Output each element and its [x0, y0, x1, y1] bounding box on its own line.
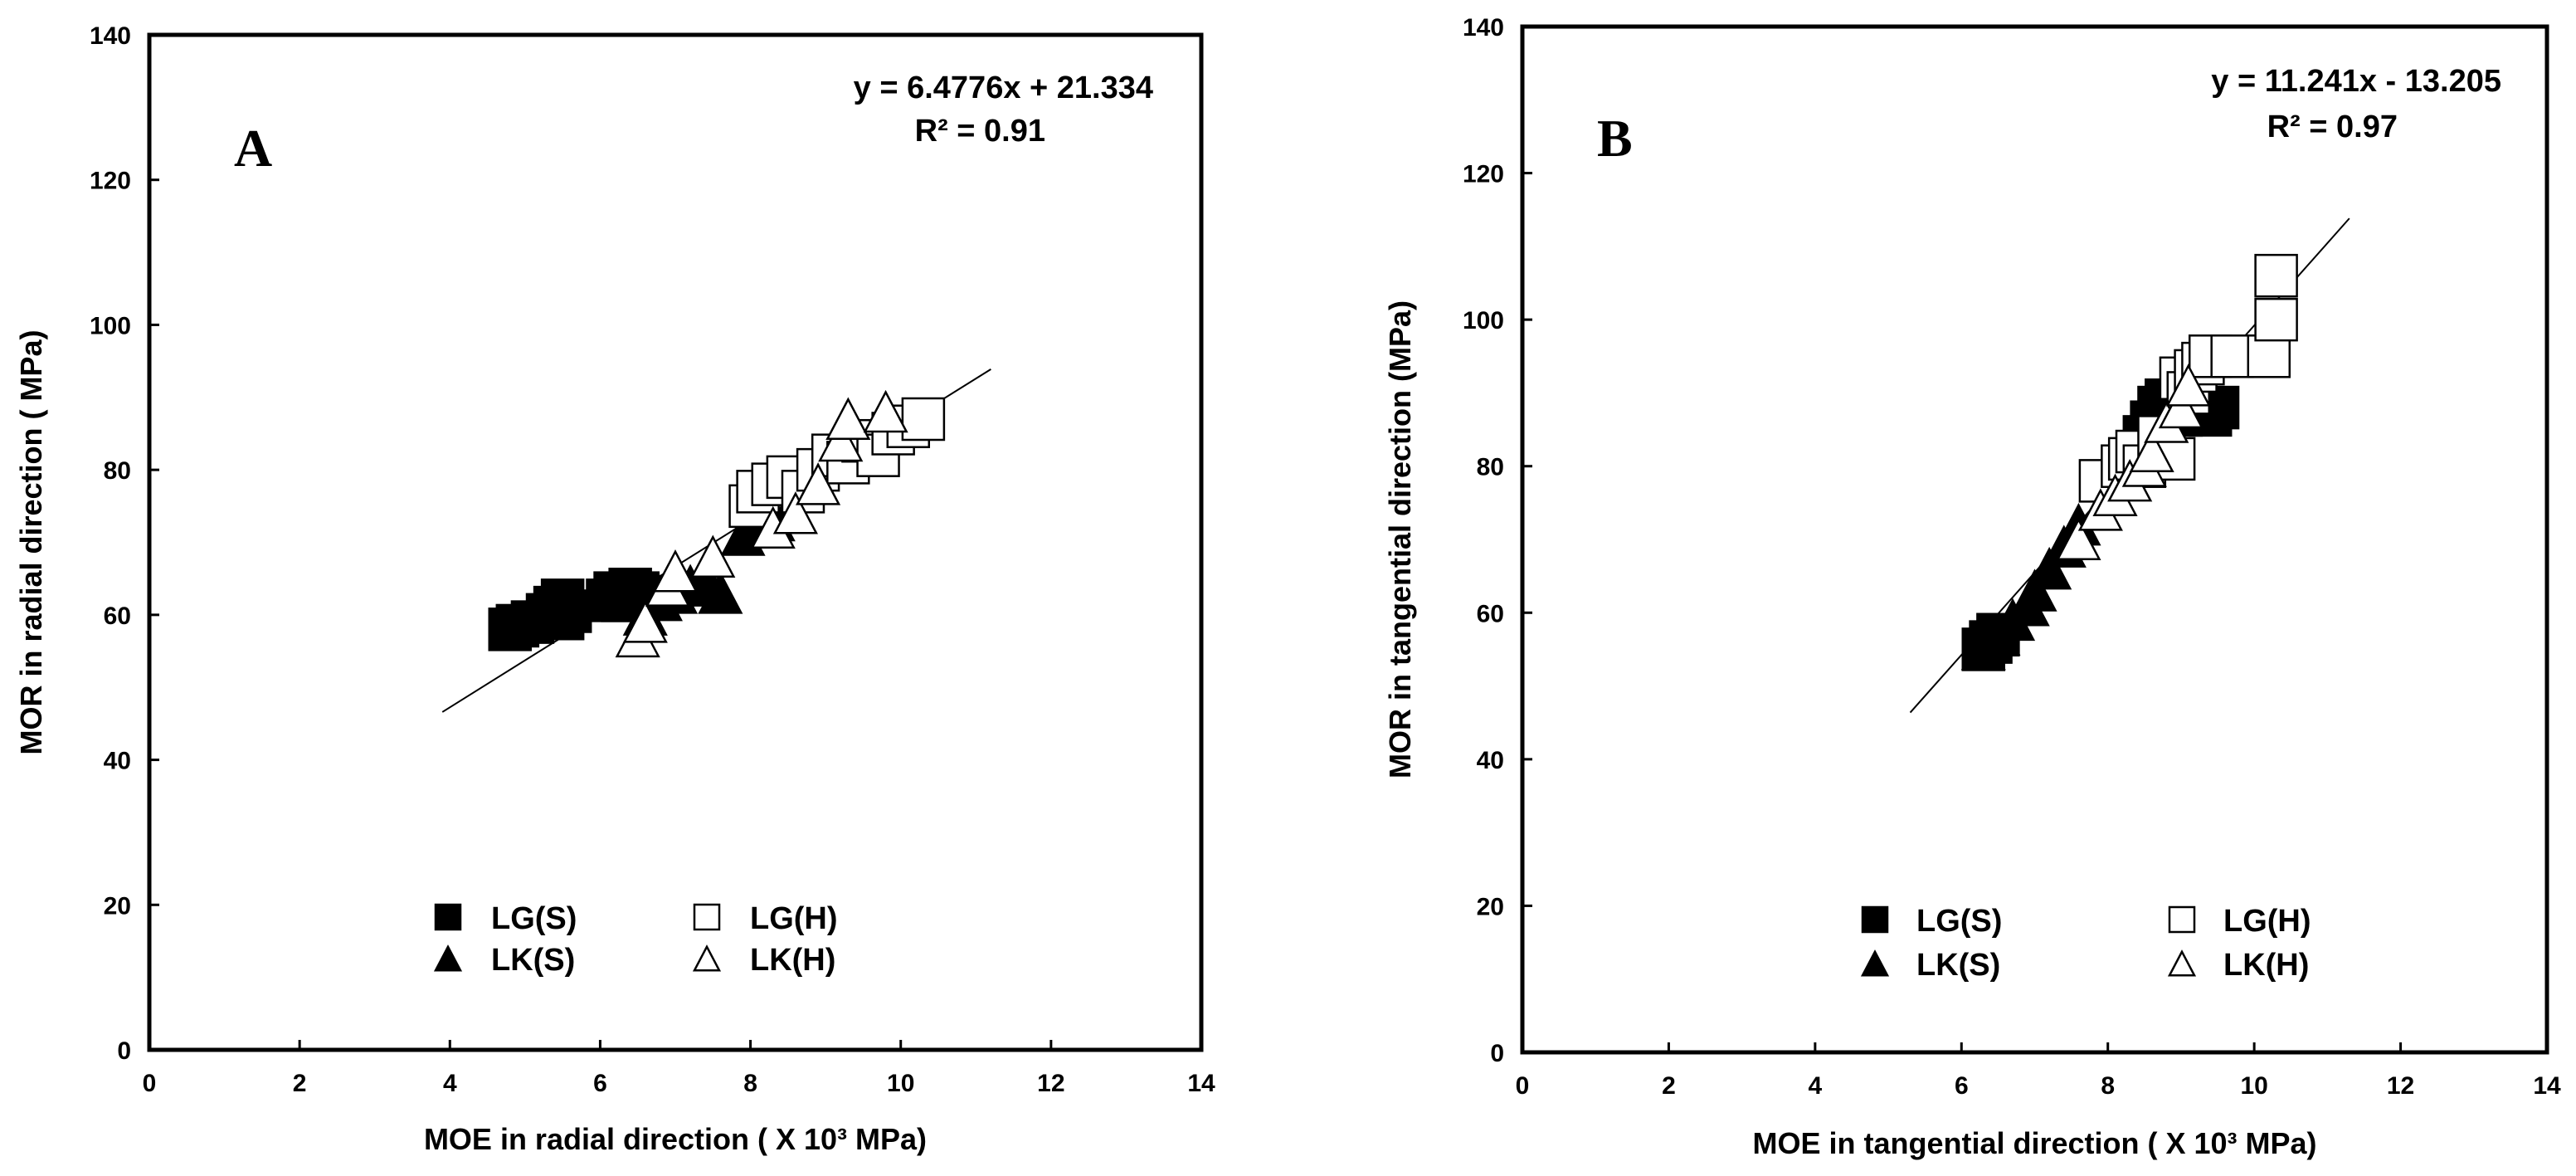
data-point [2027, 546, 2072, 590]
x-tick-label: 10 [887, 1070, 914, 1097]
x-tick-label: 6 [593, 1070, 607, 1097]
x-axis-title: MOE in radial direction ( X 10³ MPa) [424, 1122, 927, 1156]
y-tick-label: 60 [1477, 600, 1504, 627]
legend-label: LG(S) [1916, 904, 2002, 939]
y-axis-title: MOR in radial direction ( MPa) [14, 329, 48, 754]
x-tick-label: 0 [143, 1070, 157, 1097]
series-lkh [615, 389, 908, 658]
plot-area-frame [1520, 24, 2549, 1055]
x-tick-label: 0 [1516, 1072, 1530, 1100]
data-point [2210, 334, 2254, 378]
y-tick-label: 40 [104, 748, 131, 775]
x-tick-label: 8 [743, 1070, 757, 1097]
data-point [2129, 429, 2174, 473]
legend-label: LK(H) [750, 943, 835, 978]
y-tick-label: 120 [90, 168, 131, 195]
data-point [2056, 517, 2101, 560]
y-tick-label: 100 [90, 312, 131, 339]
y-axis-title: MOR in tangential direction (MPa) [1383, 300, 1417, 778]
y-tick-label: 80 [1477, 454, 1504, 481]
data-point [2254, 297, 2298, 342]
legend-marker-filled-square [434, 903, 462, 931]
legend-label: LG(S) [491, 901, 577, 936]
regression-equation: y = 6.4776x + 21.334 [854, 71, 1153, 105]
legend-marker-open-triangle [2167, 949, 2197, 977]
y-tick-label: 0 [1490, 1040, 1504, 1067]
x-tick-label: 14 [1187, 1070, 1215, 1097]
legend: LG(S) LG(H) LK(S) LK(H) [433, 901, 838, 978]
data-point [2158, 385, 2203, 429]
data-point [863, 389, 908, 433]
y-tick-label: 0 [117, 1037, 131, 1065]
x-tick-label: 2 [293, 1070, 307, 1097]
data-point [818, 418, 864, 462]
y-tick-label: 120 [1463, 161, 1504, 188]
data-point [2165, 364, 2211, 407]
x-tick-label: 8 [2101, 1072, 2115, 1100]
y-tick-label: 60 [104, 603, 131, 630]
data-point [652, 549, 699, 593]
data-point [825, 397, 871, 440]
y-tick-label: 20 [1477, 893, 1504, 920]
y-tick-label: 80 [104, 457, 131, 485]
r-squared-label: R² = 0.91 [915, 114, 1045, 149]
legend-label: LK(H) [2223, 948, 2309, 983]
x-tick-label: 4 [443, 1070, 457, 1097]
y-tick-label: 140 [90, 22, 131, 50]
data-point [2012, 568, 2057, 612]
y-tick-label: 140 [1463, 14, 1504, 41]
r-squared-label: R² = 0.97 [2267, 110, 2398, 144]
legend-label: LG(H) [750, 901, 838, 936]
y-tick-label: 100 [1463, 307, 1504, 334]
series-lkh [2056, 364, 2211, 560]
data-point [622, 600, 668, 643]
x-tick-label: 12 [2387, 1072, 2414, 1100]
x-tick-label: 12 [1037, 1070, 1064, 1097]
x-axis-title: MOE in tangential direction ( X 10³ MPa) [1752, 1126, 2316, 1160]
series-lgs [488, 568, 668, 651]
data-point [690, 534, 736, 578]
data-point [548, 589, 592, 633]
x-tick-label: 6 [1955, 1072, 1969, 1100]
legend-label: LG(H) [2223, 904, 2311, 939]
y-tick-label: 40 [1477, 747, 1504, 774]
legend-marker-open-square [2168, 905, 2196, 934]
x-tick-label: 10 [2240, 1072, 2267, 1100]
data-point [796, 462, 841, 505]
data-point [698, 571, 743, 614]
legend-marker-filled-triangle [433, 944, 463, 972]
data-point [2247, 334, 2291, 378]
legend-marker-open-square [693, 903, 721, 931]
panel-label: B [1597, 109, 1633, 168]
legend-marker-filled-square [1861, 905, 1889, 934]
x-tick-label: 14 [2533, 1072, 2561, 1100]
legend-marker-open-triangle [692, 944, 722, 972]
legend-marker-filled-triangle [1860, 949, 1890, 977]
data-point [2254, 253, 2298, 298]
data-point [901, 397, 946, 442]
data-point [772, 491, 818, 534]
plot-area-frame [147, 32, 1204, 1052]
panel-label: A [234, 119, 272, 178]
regression-equation: y = 11.241x - 13.205 [2211, 64, 2501, 99]
x-tick-label: 2 [1662, 1072, 1676, 1100]
legend-label: LK(S) [491, 943, 575, 978]
legend: LG(S) LG(H) LK(S) LK(H) [1860, 904, 2311, 983]
y-tick-label: 20 [104, 892, 131, 920]
x-tick-label: 4 [1809, 1072, 1823, 1100]
legend-label: LK(S) [1916, 948, 2000, 983]
